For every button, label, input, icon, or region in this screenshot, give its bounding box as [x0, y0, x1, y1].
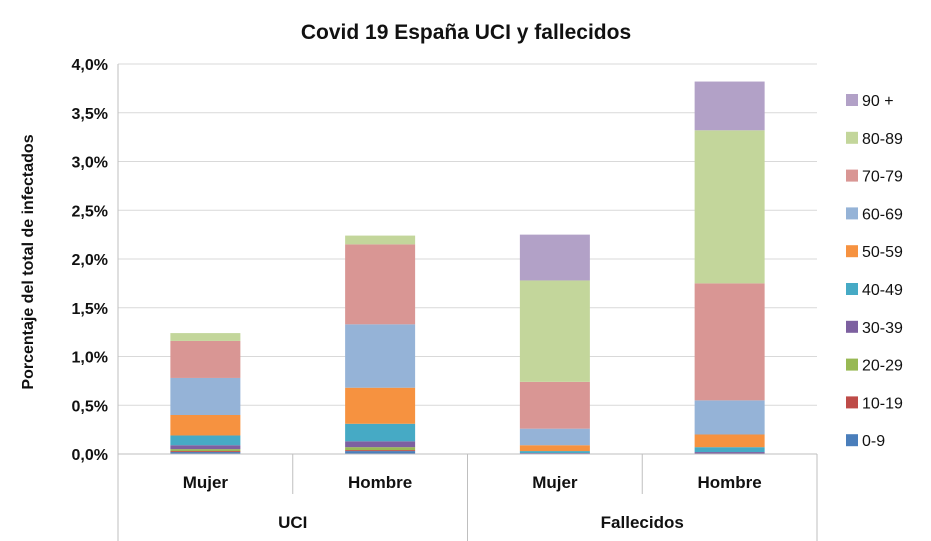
- legend-swatch: [846, 320, 858, 333]
- bar-segment: [694, 283, 765, 401]
- legend-label: 20-29: [862, 358, 903, 375]
- bar-segment: [694, 447, 765, 453]
- y-tick-label: 3,5%: [72, 106, 108, 123]
- bar-segment: [345, 423, 416, 442]
- bar-segment: [345, 324, 416, 388]
- bar-segment: [519, 451, 590, 454]
- legend-swatch: [846, 131, 858, 144]
- bar-segment: [345, 447, 416, 451]
- legend-swatch: [846, 396, 858, 409]
- y-tick-label: 1,5%: [72, 301, 108, 318]
- axes: [117, 64, 818, 541]
- bar-segment: [345, 451, 416, 454]
- x-category-label: Hombre: [348, 473, 412, 492]
- bar-segment: [519, 428, 590, 446]
- x-group-label: Fallecidos: [601, 513, 684, 532]
- bar-segment: [345, 244, 416, 325]
- bar-segment: [519, 280, 590, 382]
- bar-segment: [519, 234, 590, 281]
- bar-segment: [170, 435, 241, 446]
- legend-swatch: [846, 245, 858, 258]
- y-tick-label: 2,0%: [72, 252, 108, 269]
- legend-swatch: [846, 169, 858, 182]
- bar-segment: [170, 452, 241, 454]
- bar-segment: [694, 434, 765, 448]
- bar-segment: [345, 450, 416, 452]
- legend-swatch: [846, 94, 858, 106]
- legend-swatch: [846, 207, 858, 220]
- bar-segment: [170, 451, 241, 453]
- bar-segment: [170, 377, 241, 415]
- legend-label: 80-89: [862, 131, 903, 148]
- bar-segment: [345, 441, 416, 448]
- bar-segment: [170, 340, 241, 378]
- x-category-label: Mujer: [183, 473, 229, 492]
- y-tick-label: 4,0%: [72, 57, 108, 74]
- legend-label: 50-59: [862, 244, 903, 261]
- x-category-label: Hombre: [698, 473, 762, 492]
- legend-swatch: [846, 283, 858, 295]
- bar-segment: [694, 81, 765, 131]
- legend-label: 70-79: [862, 169, 903, 186]
- bar-segment: [694, 130, 765, 284]
- chart-title: Covid 19 España UCI y fallecidos: [301, 21, 631, 44]
- bar-segment: [694, 452, 765, 454]
- bar-segment: [345, 387, 416, 424]
- bar-segment: [170, 445, 241, 450]
- y-axis-label: Porcentaje del total de infectados: [20, 134, 37, 389]
- bars: [170, 81, 765, 454]
- x-category-label: Mujer: [532, 473, 578, 492]
- bar-segment: [519, 445, 590, 452]
- y-tick-labels: 0,0% 0,5% 1,0% 1,5% 2,0% 2,5% 3,0% 3,5% 4,0%: [72, 57, 108, 464]
- y-tick-label: 2,5%: [72, 203, 108, 220]
- legend-label: 10-19: [862, 395, 903, 412]
- y-tick-label: 3,0%: [72, 155, 108, 172]
- legend-swatch: [846, 434, 858, 447]
- bar-segment: [694, 400, 765, 435]
- legend-label: 30-39: [862, 320, 903, 337]
- bar-segment: [170, 333, 241, 341]
- bar-segment: [170, 415, 241, 436]
- x-category-labels: Mujer Hombre Mujer Hombre UCI Fallecidos: [183, 473, 762, 532]
- legend-label: 60-69: [862, 206, 903, 223]
- legend-label: 90 +: [862, 93, 894, 110]
- legend-label: 0-9: [862, 433, 885, 450]
- y-tick-label: 0,0%: [72, 447, 108, 464]
- y-tick-label: 0,5%: [72, 398, 108, 415]
- legend-label: 40-49: [862, 282, 903, 299]
- bar-segment: [170, 449, 241, 452]
- x-group-label: UCI: [278, 513, 307, 532]
- y-tick-label: 1,0%: [72, 350, 108, 367]
- legend-swatch: [846, 358, 858, 371]
- legend: 90 + 80-89 70-79 60-69 50-59 40-49 30-39 20-29 1…: [846, 93, 903, 450]
- bar-segment: [345, 235, 416, 245]
- bar-segment: [519, 381, 590, 429]
